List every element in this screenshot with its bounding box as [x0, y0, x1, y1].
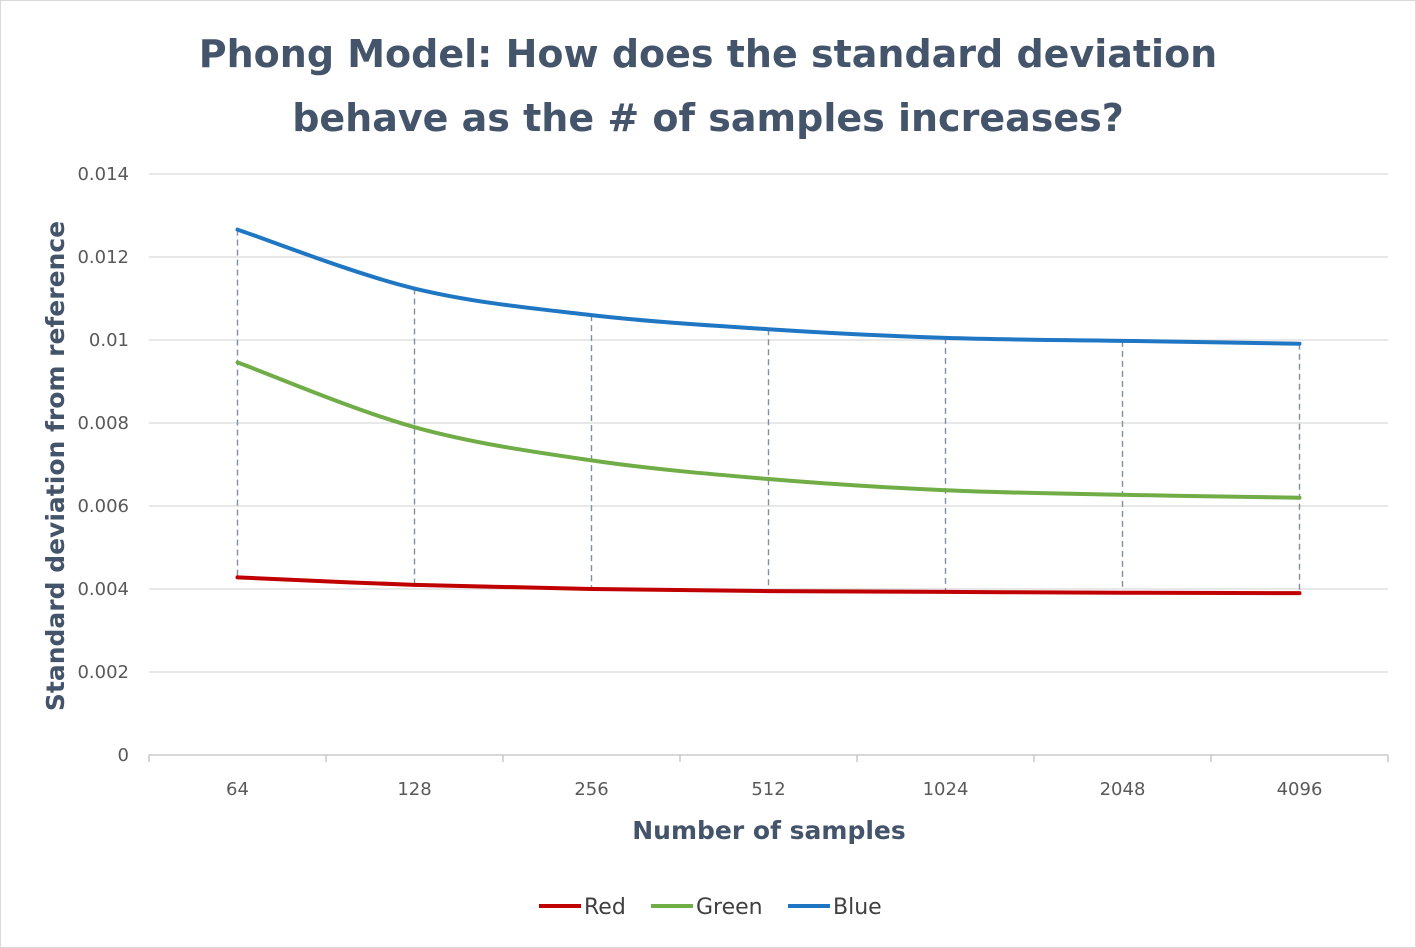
y-tick-label: 0.01: [89, 330, 129, 351]
y-tick-label: 0.008: [77, 413, 129, 434]
x-tick-label: 64: [226, 779, 249, 800]
series-line-red: [235, 575, 1302, 596]
legend-label-green: Green: [696, 895, 763, 920]
y-tick-label: 0.012: [77, 247, 129, 268]
series-line-blue: [235, 227, 1302, 346]
x-tick-label: 256: [574, 779, 608, 800]
x-tick-label: 1024: [923, 779, 969, 800]
y-axis-tick-labels: 0 0.002 0.004 0.006 0.008 0.01 0.012 0.014: [77, 164, 129, 766]
drop-lines: [236, 229, 1301, 594]
x-axis-title: Number of samples: [632, 816, 906, 845]
series-line-green: [235, 360, 1302, 500]
legend-label-blue: Blue: [833, 895, 882, 920]
x-axis: [148, 754, 1389, 762]
y-axis-title: Standard deviation from reference: [41, 221, 70, 711]
x-tick-label: 4096: [1277, 779, 1323, 800]
legend-label-red: Red: [584, 895, 626, 920]
x-axis-tick-labels: 64 128 256 512 1024 2048 4096: [226, 779, 1322, 800]
y-tick-label: 0.004: [77, 579, 129, 600]
chart-title-line-1: Phong Model: How does the standard devia…: [199, 32, 1218, 76]
x-tick-label: 2048: [1100, 779, 1146, 800]
y-tick-label: 0.006: [77, 496, 129, 517]
chart-title-line-2: behave as the # of samples increases?: [292, 96, 1124, 140]
y-tick-label: 0.002: [77, 662, 129, 683]
y-tick-label: 0: [118, 745, 129, 766]
x-tick-label: 128: [397, 779, 431, 800]
series-lines: [235, 227, 1302, 596]
legend: Red Green Blue: [539, 895, 882, 920]
x-tick-label: 512: [751, 779, 785, 800]
y-tick-label: 0.014: [77, 164, 129, 185]
